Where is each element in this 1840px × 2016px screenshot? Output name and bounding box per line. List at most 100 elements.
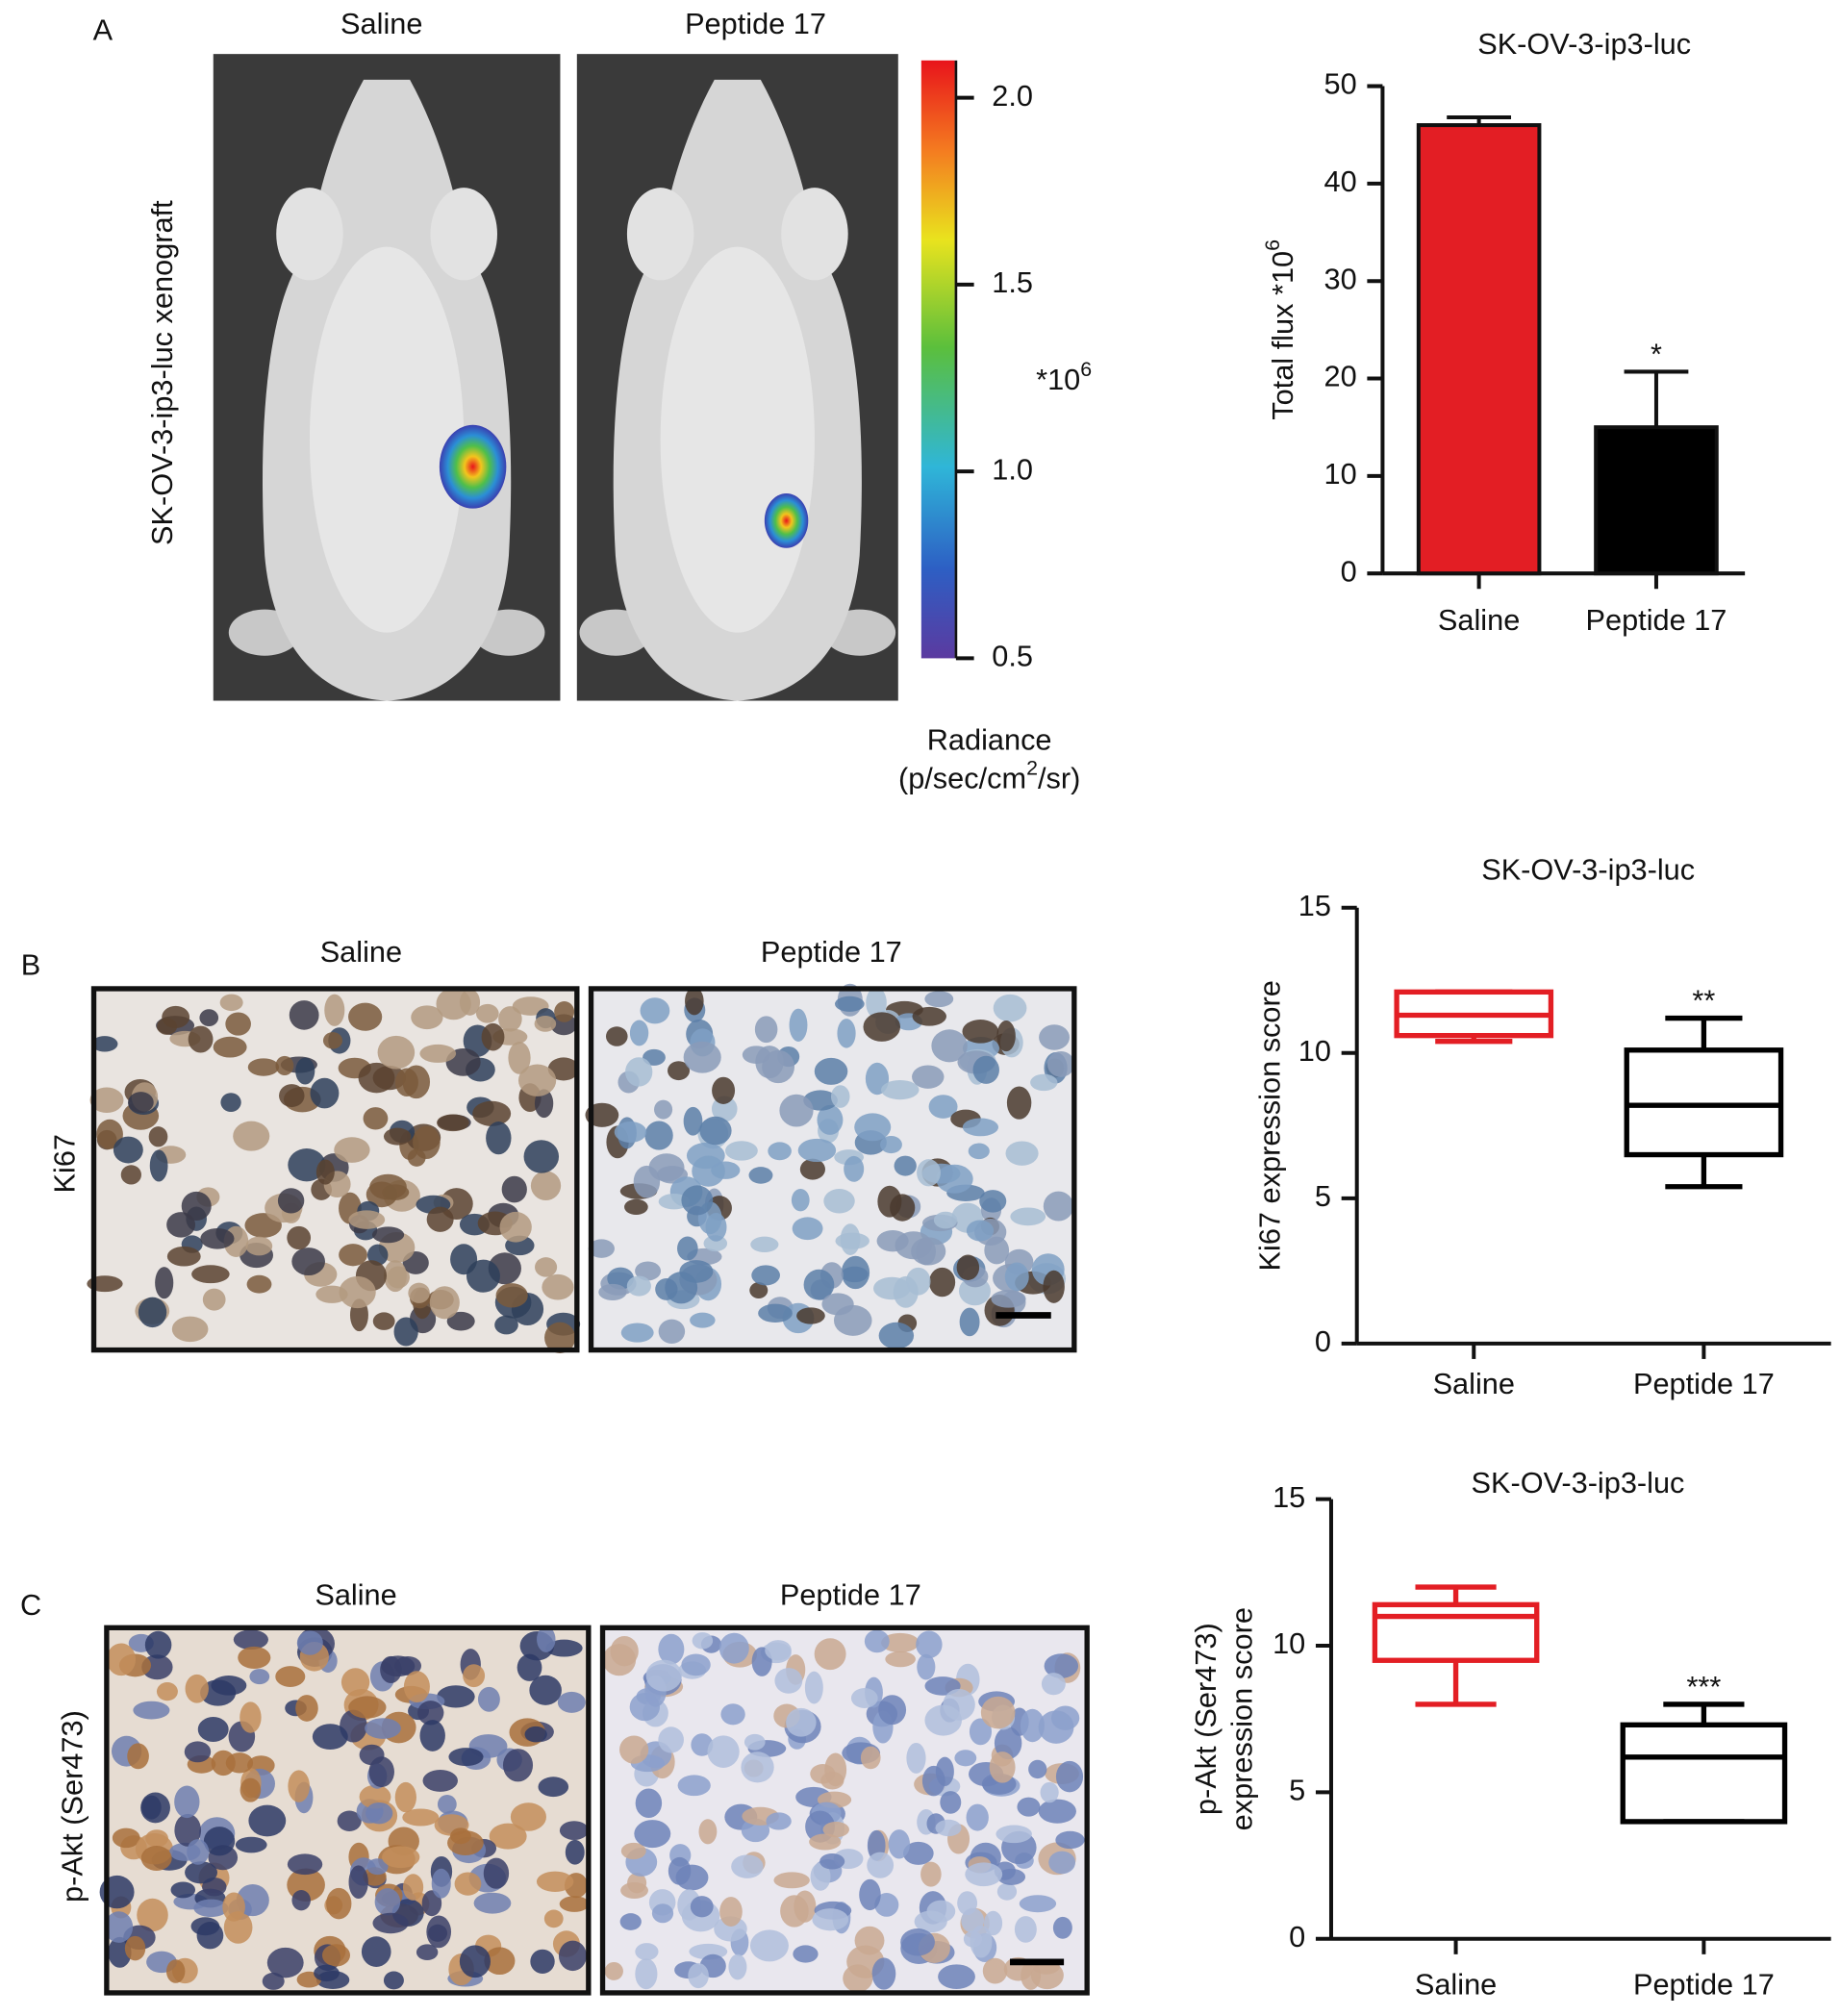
cell-nucleus <box>246 1274 272 1294</box>
cell-nucleus <box>751 1265 780 1286</box>
cell-nucleus <box>933 1211 958 1229</box>
cell-nucleus <box>860 1746 881 1770</box>
superscript: 6 <box>1261 239 1284 251</box>
cell-nucleus <box>501 1175 527 1203</box>
cell-nucleus <box>508 1042 531 1074</box>
cell-nucleus <box>994 1726 1022 1760</box>
cell-nucleus <box>545 1639 583 1657</box>
cell-nucleus <box>1010 1207 1046 1226</box>
cell-nucleus <box>417 1701 444 1726</box>
cell-nucleus <box>140 1792 170 1824</box>
cell-nucleus <box>698 1819 718 1845</box>
cell-nucleus <box>683 1041 721 1073</box>
cell-nucleus <box>247 1058 280 1076</box>
cell-nucleus <box>266 1947 304 1978</box>
cell-nucleus <box>96 1119 123 1149</box>
cell-nucleus <box>419 1720 445 1751</box>
cell-nucleus <box>112 1827 140 1849</box>
cell-nucleus <box>185 1674 209 1703</box>
cell-nucleus <box>936 1164 973 1194</box>
cell-nucleus <box>419 1044 457 1063</box>
y-tick-label: 5 <box>1315 1179 1331 1213</box>
cell-nucleus <box>361 1936 391 1967</box>
cell-nucleus <box>959 1307 980 1337</box>
colorbar-tick-label: 1.5 <box>992 265 1033 299</box>
cell-nucleus <box>928 1267 956 1298</box>
cell-nucleus <box>310 1077 340 1109</box>
cell-nucleus <box>225 1752 254 1774</box>
cell-nucleus <box>104 1911 134 1943</box>
cell-nucleus <box>170 1881 196 1899</box>
cell-nucleus <box>980 1696 1016 1729</box>
cell-nucleus <box>262 1972 285 1990</box>
cell-nucleus <box>912 1006 946 1026</box>
cell-nucleus <box>403 1671 430 1702</box>
row-label: p-Akt (Ser473) <box>56 1710 89 1903</box>
cell-nucleus <box>191 1265 230 1284</box>
cell-nucleus <box>366 1858 389 1876</box>
cell-nucleus <box>731 1854 764 1878</box>
cell-nucleus <box>431 1868 451 1899</box>
cell-nucleus <box>199 1009 219 1027</box>
cell-nucleus <box>1043 1191 1074 1222</box>
cell-nucleus <box>645 1659 682 1692</box>
image-label: Saline <box>315 1577 396 1611</box>
cell-nucleus <box>1041 1673 1066 1696</box>
tissue-image <box>599 1625 1090 1996</box>
cell-nucleus <box>863 1012 901 1042</box>
cell-nucleus <box>823 1189 855 1214</box>
cell-nucleus <box>954 1750 977 1767</box>
cell-nucleus <box>437 1795 457 1814</box>
y-tick-label: 0 <box>1289 1920 1305 1953</box>
image-frame <box>90 986 580 1353</box>
cell-nucleus <box>968 1143 990 1160</box>
cell-nucleus <box>542 1273 574 1300</box>
cell-nucleus <box>780 1895 809 1928</box>
tissue-image <box>87 986 581 1353</box>
cell-nucleus <box>530 1949 555 1974</box>
cell-nucleus <box>437 1114 469 1132</box>
cell-nucleus <box>383 1127 412 1146</box>
cell-nucleus <box>629 1020 649 1046</box>
y-tick-label: 30 <box>1324 262 1357 295</box>
cell-nucleus <box>472 1100 512 1126</box>
cell-nucleus <box>917 1653 936 1680</box>
cell-nucleus <box>295 1695 318 1722</box>
cell-nucleus <box>166 1246 201 1267</box>
cell-nucleus <box>786 1707 817 1737</box>
cell-nucleus <box>598 1283 627 1300</box>
cell-nucleus <box>446 1311 475 1331</box>
y-tick-label: 15 <box>1298 889 1331 922</box>
cell-nucleus <box>289 1000 319 1030</box>
cell-nucleus <box>940 1791 962 1814</box>
cell-nucleus <box>1021 1961 1042 1990</box>
cell-nucleus <box>288 1770 310 1802</box>
mouse-ear <box>626 188 694 281</box>
cell-nucleus <box>411 1005 443 1030</box>
cell-nucleus <box>819 1852 845 1870</box>
cell-nucleus <box>692 1632 714 1650</box>
cell-nucleus <box>454 1872 482 1896</box>
cell-nucleus <box>203 1827 236 1856</box>
cell-nucleus <box>635 1958 658 1990</box>
x-tick-label: Peptide 17 <box>1633 1967 1775 2001</box>
cell-nucleus <box>558 1940 587 1972</box>
cell-nucleus <box>835 1232 870 1249</box>
cell-nucleus <box>348 1696 387 1719</box>
cell-nucleus <box>138 1297 167 1328</box>
cell-nucleus <box>275 1666 306 1687</box>
cell-nucleus <box>626 1275 651 1297</box>
cell-nucleus <box>287 1853 323 1876</box>
cell-nucleus <box>748 1167 773 1184</box>
cell-nucleus <box>943 1688 975 1721</box>
cell-nucleus <box>712 1076 736 1105</box>
cell-nucleus <box>765 1640 792 1661</box>
y-axis-label: Ki67 expression score <box>1253 980 1287 1271</box>
cell-nucleus <box>938 1964 975 1990</box>
cell-nucleus <box>758 1303 793 1323</box>
cell-nucleus <box>741 1751 774 1783</box>
cell-nucleus <box>534 1015 557 1032</box>
cell-nucleus <box>339 1244 367 1267</box>
y-tick-label: 10 <box>1273 1626 1305 1660</box>
cell-nucleus <box>239 1777 262 1802</box>
